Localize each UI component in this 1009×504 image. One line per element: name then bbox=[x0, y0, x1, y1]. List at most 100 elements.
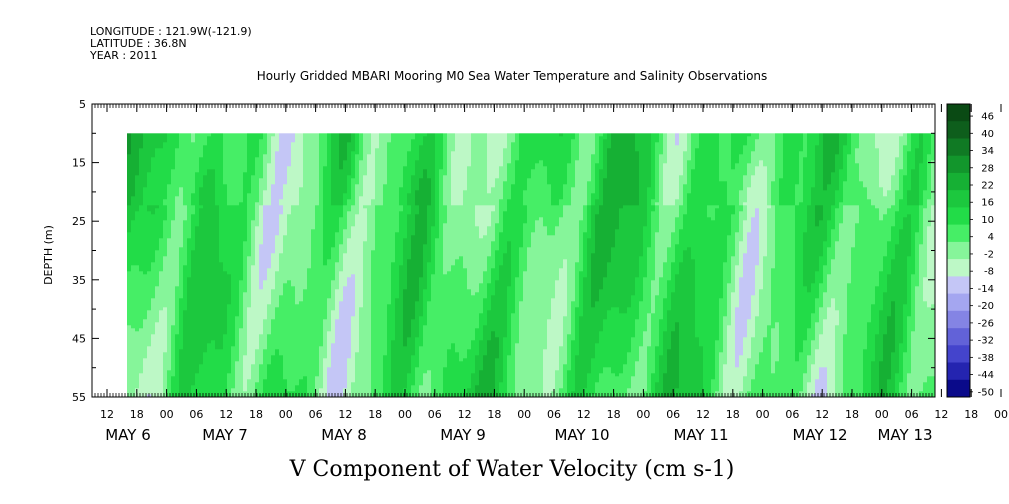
heatmap-cell bbox=[339, 169, 343, 173]
heatmap-cell bbox=[243, 223, 247, 227]
heatmap-cell bbox=[147, 175, 151, 179]
heatmap-cell bbox=[167, 301, 171, 305]
heatmap-cell bbox=[135, 334, 139, 338]
heatmap-cell bbox=[147, 334, 151, 338]
heatmap-cell bbox=[159, 235, 163, 239]
heatmap-cell bbox=[211, 148, 215, 152]
heatmap-cell bbox=[175, 148, 179, 152]
heatmap-cell bbox=[171, 139, 175, 143]
heatmap-cell bbox=[303, 331, 307, 335]
heatmap-cell bbox=[231, 385, 235, 389]
heatmap-cell bbox=[139, 208, 143, 212]
heatmap-cell bbox=[131, 205, 135, 209]
heatmap-cell bbox=[203, 169, 207, 173]
heatmap-cell bbox=[347, 187, 351, 191]
heatmap-cell bbox=[287, 301, 291, 305]
heatmap-cell bbox=[339, 280, 343, 284]
heatmap-cell bbox=[291, 304, 295, 308]
heatmap-cell bbox=[191, 388, 195, 392]
heatmap-cell bbox=[143, 175, 147, 179]
heatmap-cell bbox=[339, 136, 343, 140]
heatmap-cell bbox=[171, 223, 175, 227]
heatmap-cell bbox=[167, 385, 171, 389]
heatmap-cell bbox=[151, 370, 155, 374]
heatmap-cell bbox=[235, 367, 239, 371]
heatmap-cell bbox=[215, 259, 219, 263]
heatmap-cell bbox=[231, 229, 235, 233]
heatmap-cell bbox=[255, 364, 259, 368]
heatmap-cell bbox=[251, 250, 255, 254]
heatmap-cell bbox=[163, 268, 167, 272]
heatmap-cell bbox=[195, 232, 199, 236]
heatmap-cell bbox=[251, 358, 255, 362]
heatmap-cell bbox=[207, 304, 211, 308]
heatmap-cell bbox=[323, 250, 327, 254]
heatmap-cell bbox=[263, 202, 267, 206]
heatmap-cell bbox=[343, 160, 347, 164]
heatmap-cell bbox=[255, 229, 259, 233]
heatmap-cell bbox=[251, 244, 255, 248]
heatmap-cell bbox=[247, 316, 251, 320]
heatmap-cell bbox=[127, 196, 131, 200]
heatmap-cell bbox=[319, 157, 323, 161]
heatmap-cell bbox=[207, 193, 211, 197]
heatmap-cell bbox=[251, 181, 255, 185]
heatmap-cell bbox=[139, 133, 143, 137]
heatmap-cell bbox=[163, 292, 167, 296]
heatmap-cell bbox=[195, 148, 199, 152]
heatmap-cell bbox=[143, 379, 147, 383]
heatmap-cell bbox=[239, 328, 243, 332]
heatmap-cell bbox=[263, 361, 267, 365]
heatmap-cell bbox=[199, 379, 203, 383]
heatmap-cell bbox=[131, 322, 135, 326]
heatmap-cell bbox=[175, 172, 179, 176]
heatmap-cell bbox=[295, 388, 299, 392]
heatmap-cell bbox=[183, 172, 187, 176]
heatmap-cell bbox=[131, 331, 135, 335]
heatmap-cell bbox=[331, 382, 335, 386]
heatmap-cell bbox=[283, 211, 287, 215]
heatmap-cell bbox=[127, 232, 131, 236]
heatmap-cell bbox=[191, 241, 195, 245]
heatmap-cell bbox=[239, 181, 243, 185]
heatmap-cell bbox=[307, 286, 311, 290]
heatmap-cell bbox=[215, 253, 219, 257]
heatmap-cell bbox=[151, 166, 155, 170]
heatmap-cell bbox=[247, 358, 251, 362]
heatmap-cell bbox=[251, 319, 255, 323]
heatmap-cell bbox=[143, 214, 147, 218]
heatmap-cell bbox=[207, 307, 211, 311]
heatmap-cell bbox=[203, 289, 207, 293]
heatmap-cell bbox=[211, 388, 215, 392]
heatmap-cell bbox=[163, 331, 167, 335]
heatmap-cell bbox=[307, 382, 311, 386]
heatmap-cell bbox=[227, 145, 231, 149]
heatmap-cell bbox=[259, 199, 263, 203]
heatmap-cell bbox=[167, 238, 171, 242]
heatmap-cell bbox=[283, 373, 287, 377]
heatmap-cell bbox=[211, 271, 215, 275]
heatmap-cell bbox=[299, 247, 303, 251]
heatmap-cell bbox=[227, 190, 231, 194]
heatmap-cell bbox=[139, 151, 143, 155]
heatmap-cell bbox=[211, 208, 215, 212]
heatmap-cell bbox=[263, 343, 267, 347]
heatmap-cell bbox=[307, 346, 311, 350]
heatmap-cell bbox=[151, 208, 155, 212]
heatmap-cell bbox=[127, 346, 131, 350]
heatmap-cell bbox=[251, 148, 255, 152]
heatmap-cell bbox=[195, 223, 199, 227]
heatmap-cell bbox=[291, 373, 295, 377]
heatmap-cell bbox=[163, 172, 167, 176]
heatmap-cell bbox=[255, 277, 259, 281]
heatmap-cell bbox=[219, 238, 223, 242]
heatmap-cell bbox=[175, 328, 179, 332]
heatmap-cell bbox=[351, 145, 355, 149]
heatmap-cell bbox=[267, 148, 271, 152]
heatmap-cell bbox=[299, 280, 303, 284]
heatmap-cell bbox=[247, 379, 251, 383]
heatmap-cell bbox=[339, 352, 343, 356]
heatmap-cell bbox=[171, 181, 175, 185]
heatmap-cell bbox=[255, 292, 259, 296]
heatmap-cell bbox=[331, 271, 335, 275]
